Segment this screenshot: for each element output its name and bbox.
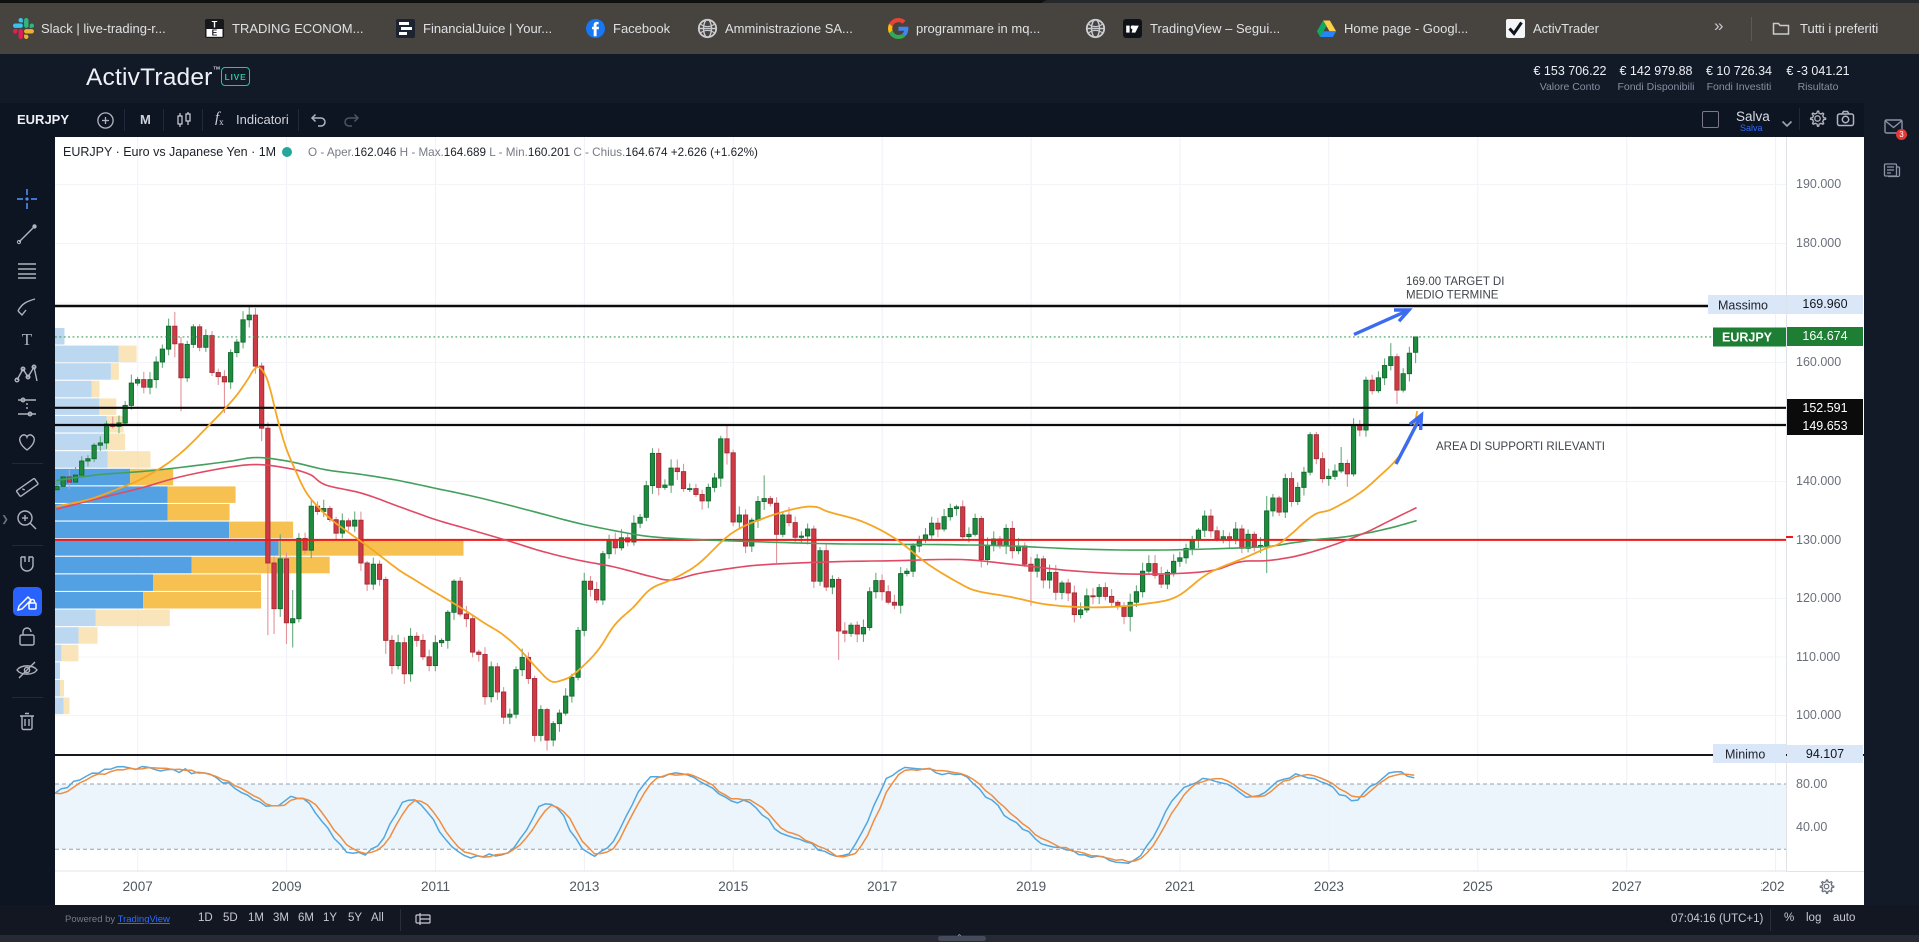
svg-text:2019: 2019 [1016,879,1046,894]
svg-text:EURJPY · Euro vs Japanese Yen: EURJPY · Euro vs Japanese Yen · 1M [63,145,276,159]
svg-text:2009: 2009 [272,879,302,894]
svg-text:2025: 2025 [1463,879,1493,894]
svg-text:AREA DI SUPPORTI RILEVANTI: AREA DI SUPPORTI RILEVANTI [1436,441,1605,453]
svg-text:E: E [212,28,218,38]
svg-text:2011: 2011 [421,879,450,894]
svg-text:T: T [22,330,33,349]
svg-text:T: T [212,20,218,30]
svg-text:169.00 TARGET DI: 169.00 TARGET DI [1406,276,1504,288]
svg-text:2021: 2021 [1165,879,1195,894]
svg-text:2015: 2015 [718,879,748,894]
svg-text:2013: 2013 [569,879,599,894]
svg-text:MEDIO TERMINE: MEDIO TERMINE [1406,290,1499,302]
svg-text:2023: 2023 [1314,879,1344,894]
svg-text:Massimo: Massimo [1718,299,1768,313]
svg-text:O - Aper.162.046 H - Max.164.6: O - Aper.162.046 H - Max.164.689 L - Min… [308,146,758,159]
svg-text:2007: 2007 [123,879,153,894]
svg-text:Minimo: Minimo [1725,748,1765,762]
svg-text:EURJPY: EURJPY [1722,331,1773,345]
svg-text:2017: 2017 [867,879,897,894]
svg-text:2027: 2027 [1612,879,1642,894]
